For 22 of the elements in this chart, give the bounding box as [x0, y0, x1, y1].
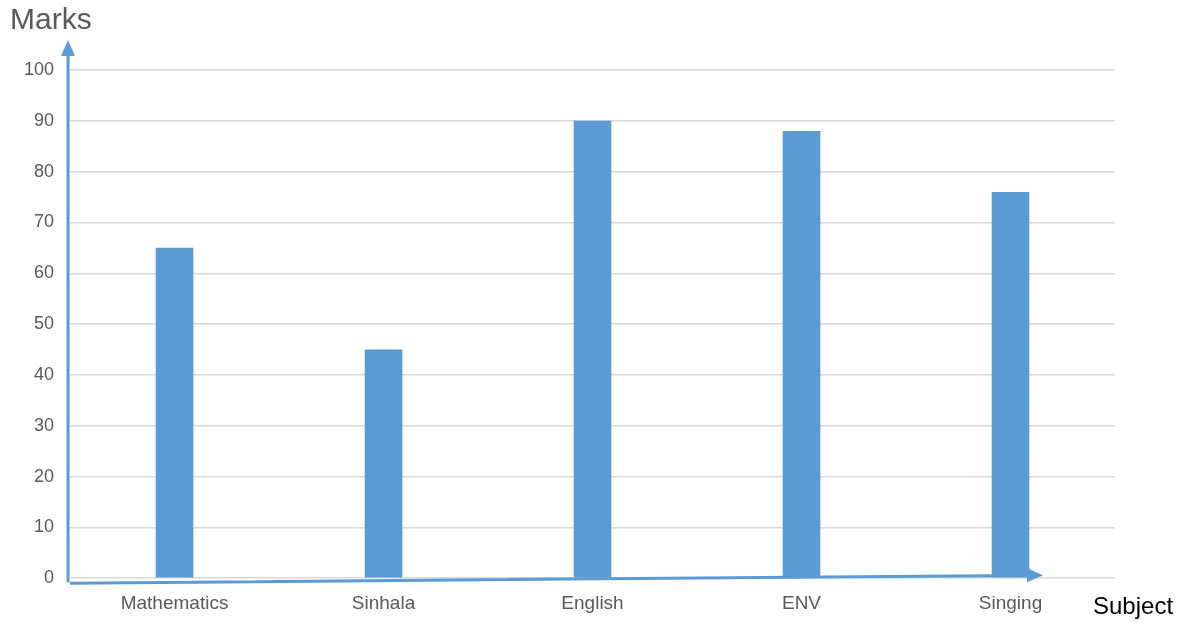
y-tick-label: 100 [23, 58, 55, 79]
x-tick-label: Singing [978, 591, 1043, 613]
y-tick-label: 80 [34, 160, 55, 181]
x-tick-label: Sinhala [351, 591, 416, 613]
bar [155, 247, 194, 578]
y-tick-label: 60 [34, 262, 55, 283]
bar [573, 120, 612, 578]
x-tick-label: ENV [781, 591, 822, 613]
y-tick-label: 40 [34, 363, 55, 384]
y-axis-title: Marks [10, 2, 92, 36]
x-axis-title: Subject [1093, 592, 1174, 620]
bar [364, 349, 403, 578]
y-tick-label: 20 [34, 465, 55, 486]
y-tick-label: 50 [34, 313, 55, 334]
y-tick-label: 90 [34, 109, 55, 130]
x-tick-label: English [561, 591, 624, 613]
bar [782, 130, 821, 578]
x-tick-label: Mathematics [120, 591, 229, 613]
y-tick-label: 10 [34, 516, 55, 537]
y-tick-label: 70 [34, 211, 55, 232]
y-tick-label: 0 [44, 567, 55, 588]
y-tick-label: 30 [34, 414, 55, 435]
